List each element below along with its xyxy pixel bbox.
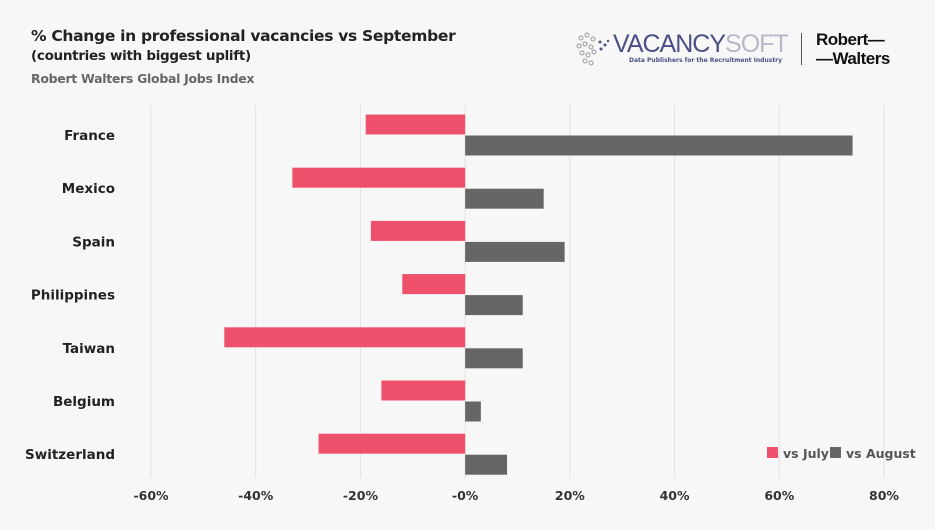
- x-tick-label: -20%: [343, 488, 379, 503]
- x-tick-label: -0%: [452, 488, 479, 503]
- category-label: Switzerland: [25, 447, 115, 463]
- x-tick-label: 60%: [764, 488, 794, 503]
- logo-divider: [801, 33, 802, 65]
- category-label: Spain: [72, 234, 115, 250]
- robert-walters-logo: Robert— —Walters: [816, 30, 890, 68]
- dots-icon: [576, 32, 610, 66]
- vacancysoft-logo: VACANCYSOFT Data Publishers for the Recr…: [575, 28, 790, 68]
- x-tick-label: 20%: [555, 488, 585, 503]
- x-tick-label: 40%: [660, 488, 690, 503]
- bar-vs-july: [224, 327, 466, 348]
- vacancysoft-tagline: Data Publishers for the Recruitment Indu…: [629, 57, 783, 64]
- category-label: Philippines: [31, 288, 115, 304]
- bar-vs-august: [465, 135, 853, 156]
- bar-vs-july: [370, 220, 466, 241]
- bar-vs-july: [381, 380, 466, 401]
- bar-vs-august: [465, 241, 565, 262]
- chart-source: Robert Walters Global Jobs Index: [31, 71, 255, 86]
- category-label: Taiwan: [63, 341, 115, 357]
- category-label: Mexico: [62, 181, 115, 197]
- legend-swatch: [767, 447, 778, 458]
- rw-line2: —Walters: [816, 49, 890, 68]
- legend-label: vs July: [783, 446, 829, 461]
- x-tick-label: -40%: [238, 488, 274, 503]
- bar-vs-august: [465, 454, 508, 475]
- category-label: France: [64, 128, 115, 144]
- legend-label: vs August: [846, 446, 916, 461]
- x-tick-label: -60%: [133, 488, 169, 503]
- rw-line1: Robert—: [816, 30, 885, 49]
- bar-vs-august: [465, 401, 481, 422]
- bar-vs-july: [365, 114, 466, 135]
- category-label: Belgium: [53, 394, 115, 410]
- bar-vs-august: [465, 188, 544, 209]
- bar-vs-august: [465, 295, 523, 316]
- bar-vs-august: [465, 348, 523, 369]
- vacancysoft-wordmark-a: VACANCY: [613, 30, 726, 58]
- chart-title: % Change in professional vacancies vs Se…: [31, 27, 456, 45]
- x-tick-label: 80%: [869, 488, 899, 503]
- bar-vs-july: [402, 274, 466, 295]
- bar-vs-july: [292, 167, 466, 188]
- legend-swatch: [830, 447, 841, 458]
- bar-vs-july: [318, 433, 466, 454]
- vacancysoft-wordmark-b: SOFT: [725, 30, 789, 58]
- chart-subtitle: (countries with biggest uplift): [31, 48, 251, 64]
